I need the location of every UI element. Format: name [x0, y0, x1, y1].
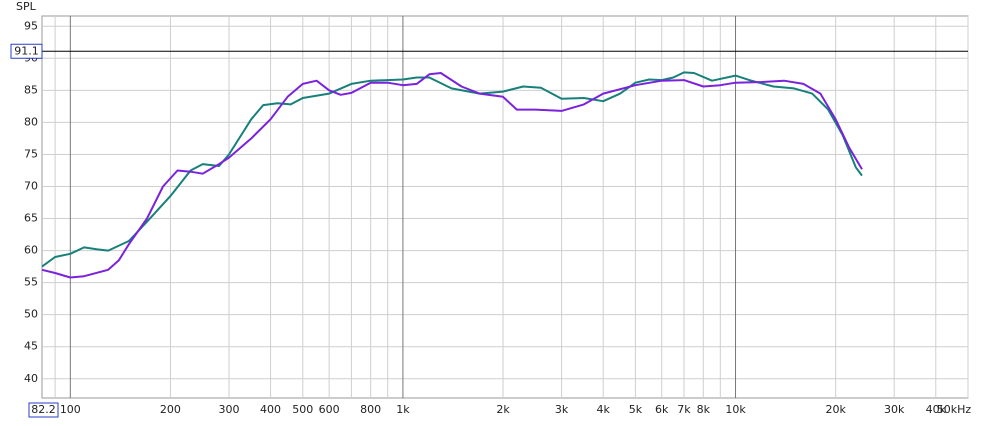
- y-tick-label: 50: [24, 308, 38, 321]
- y-tick-label: 80: [24, 115, 38, 128]
- x-tick-label: 200: [160, 403, 181, 416]
- plot-area: [41, 15, 969, 399]
- cursor-label: 91.1: [14, 44, 39, 57]
- y-tick-label: 55: [24, 276, 38, 289]
- x-tick-label: 1k: [396, 403, 410, 416]
- x-tick-label: 100: [60, 403, 81, 416]
- y-tick-label: 95: [24, 19, 38, 32]
- x-tick-label: 30k: [884, 403, 905, 416]
- y-tick-label: 45: [24, 340, 38, 353]
- y-tick-label: 75: [24, 147, 38, 160]
- x-tick-label: 10k: [725, 403, 746, 416]
- x-tick-label: 3k: [555, 403, 569, 416]
- y-axis-label: SPL: [16, 0, 37, 13]
- x-tick-label: 300: [219, 403, 240, 416]
- x-tick-label: 2k: [496, 403, 510, 416]
- x-tick-label: 20k: [825, 403, 846, 416]
- series-line: [41, 71, 863, 268]
- y-tick-label: 40: [24, 372, 38, 385]
- x-tick-label: 5k: [629, 403, 643, 416]
- x-start-box: [28, 402, 59, 418]
- x-tick-label: 40k: [926, 403, 947, 416]
- y-tick-label: 70: [24, 179, 38, 192]
- x-tick-label: 400: [260, 403, 281, 416]
- x-tick-label: 50kHz: [937, 403, 972, 416]
- cursor-label-box: [10, 43, 43, 59]
- x-tick-label: 600: [319, 403, 340, 416]
- x-start-label: 82.2: [31, 403, 56, 416]
- x-tick-label: 6k: [655, 403, 669, 416]
- y-tick-label: 65: [24, 212, 38, 225]
- x-tick-label: 7k: [677, 403, 691, 416]
- x-tick-label: 800: [360, 403, 381, 416]
- y-tick-label: 60: [24, 244, 38, 257]
- y-tick-label: 85: [24, 83, 38, 96]
- x-tick-label: 8k: [697, 403, 711, 416]
- series-line: [41, 72, 863, 279]
- x-tick-label: 4k: [596, 403, 610, 416]
- x-tick-label: 500: [292, 403, 313, 416]
